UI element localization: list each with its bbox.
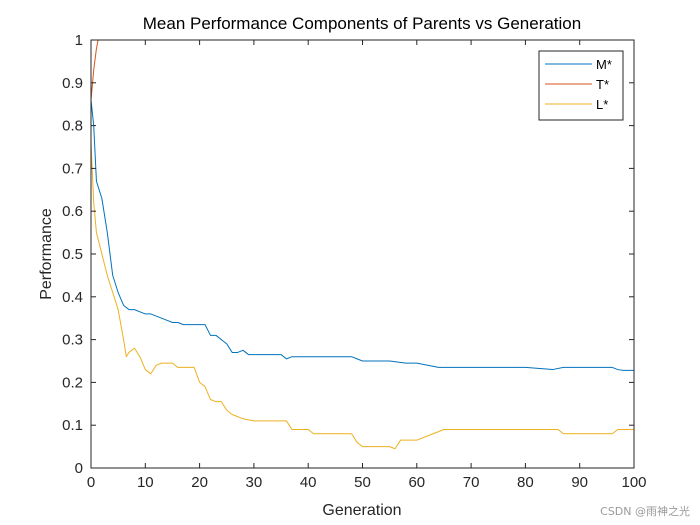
y-tick-label: 0.8 [62,118,83,135]
chart-title: Mean Performance Components of Parents v… [143,14,581,33]
x-tick-label: 10 [137,474,154,491]
y-tick-label: 0.2 [62,374,83,391]
watermark: CSDN @雨神之光 [600,505,690,518]
y-tick-label: 0.4 [62,289,83,306]
x-tick-label: 40 [300,474,317,491]
x-tick-label: 90 [571,474,588,491]
x-tick-label: 100 [621,474,646,491]
x-tick-label: 20 [191,474,208,491]
x-tick-label: 50 [354,474,371,491]
legend-label: L* [596,97,608,112]
x-axis-label: Generation [322,502,401,519]
x-axis: 0 10 20 30 40 50 60 70 80 90 100 [87,40,647,491]
x-tick-label: 70 [463,474,480,491]
y-tick-label: 0.1 [62,417,83,434]
y-tick-label: 0.3 [62,332,83,349]
y-tick-label: 0.7 [62,160,83,177]
y-axis-label: Performance [38,208,55,300]
x-tick-label: 0 [87,474,95,491]
y-axis: 0 0.1 0.2 0.3 0.4 0.5 0.6 0.7 0.8 0.9 1 [62,32,634,477]
legend-label: T* [596,77,609,92]
legend-label: M* [596,57,612,72]
x-tick-label: 30 [246,474,263,491]
series-line-1 [90,99,634,371]
legend: M* T* L* [538,50,624,121]
y-tick-label: 0.5 [62,246,83,263]
x-tick-label: 60 [408,474,425,491]
y-tick-label: 0.6 [62,203,83,220]
y-tick-label: 0.9 [62,75,83,92]
series-line-3 [90,142,634,450]
x-tick-label: 80 [517,474,534,491]
y-tick-label: 0 [75,460,83,477]
y-tick-label: 1 [75,32,83,49]
legend-box [538,50,624,121]
